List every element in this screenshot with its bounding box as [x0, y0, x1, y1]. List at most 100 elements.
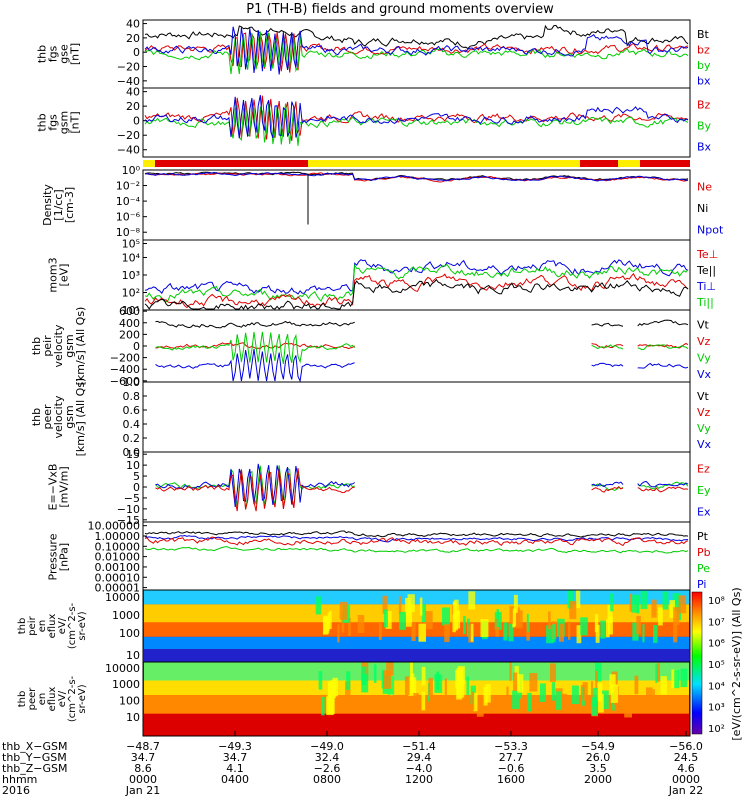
- y-axis-label: en: [37, 620, 48, 633]
- spectrogram-electron-fleck: [509, 662, 512, 681]
- spectrogram-ion-fleck: [651, 599, 657, 618]
- x-tick-label: 1200: [405, 773, 433, 786]
- spectrogram-ion-fleck: [315, 596, 322, 615]
- trace-black: [591, 322, 624, 327]
- x-tick-label: 26.0: [586, 751, 611, 764]
- spectrogram-electron-fleck: [602, 690, 609, 710]
- x-tick-label: −2.6: [314, 762, 341, 775]
- y-tick-label: 0.4: [123, 418, 141, 431]
- y-axis-label: Pressure: [47, 533, 60, 580]
- legend-Pe: Pe: [697, 562, 710, 575]
- y-tick-label: 0.00100: [95, 561, 141, 574]
- spectrogram-electron-fleck: [660, 676, 667, 695]
- mode-bar: [143, 160, 690, 167]
- spectrogram-ion-fleck: [468, 591, 476, 610]
- spectrogram-electron-fleck: [560, 693, 568, 713]
- spectrogram-ion-fleck: [640, 591, 648, 610]
- y-tick-label: 200: [119, 328, 140, 341]
- trace-blue: [155, 349, 355, 383]
- y-axis-label: eflux: [47, 687, 58, 712]
- spectrogram-electron-fleck: [590, 681, 594, 700]
- legend-Bx: Bx: [697, 141, 712, 154]
- y-axis-label: gsm: [63, 405, 76, 428]
- colorbar-tick-label: 10⁶: [708, 639, 725, 650]
- y-axis-label: mom3: [47, 257, 60, 292]
- trace-black: [155, 320, 355, 329]
- legend-Bt: Bt: [697, 28, 710, 41]
- spectrogram-electron-fleck: [332, 677, 338, 697]
- spectrogram-ion-fleck: [444, 624, 450, 643]
- spectrogram-ion-fleck: [466, 618, 470, 637]
- trace-green: [144, 263, 689, 303]
- colorbar-tick-label: 10⁷: [708, 617, 725, 628]
- y-tick-label: 10¹: [122, 304, 140, 317]
- legend-Te⊥: Te⊥: [696, 248, 718, 261]
- panels: 40200−20−40thbfgsgse[nT]Btbzbybx40200−20…: [30, 18, 724, 595]
- y-axis-label: peir: [41, 335, 54, 357]
- spectrogram-electron-fleck: [656, 663, 660, 682]
- spectrogram-ion-fleck: [526, 613, 529, 632]
- y-axis-label: [km/s] (All Qs): [74, 378, 87, 457]
- x-tick-label: 8.6: [134, 762, 152, 775]
- trace-red: [144, 536, 689, 547]
- spectrogram-electron-fleck: [513, 672, 518, 691]
- spectrogram-ion-fleck: [512, 608, 517, 627]
- spectrogram-electron-fleck: [595, 662, 602, 682]
- y-tick-label: 10⁴: [122, 252, 141, 265]
- spectrogram-electron-fleck: [652, 689, 655, 708]
- panel-frame: [142, 521, 691, 593]
- spectrogram-ion-fleck: [357, 615, 365, 634]
- spectrogram-electron-fleck: [421, 666, 426, 686]
- x-row-label: 2016: [2, 784, 30, 797]
- y-axis-label: gsm: [63, 334, 76, 357]
- legend-Vx: Vx: [697, 368, 712, 381]
- spectrogram-ion-fleck: [496, 609, 499, 628]
- y-tick-label: 10: [126, 711, 140, 724]
- spectrogram-ion-fleck: [569, 601, 577, 620]
- x-row-label: thb_Z−GSM: [2, 762, 68, 775]
- y-axis-label: thb: [30, 337, 43, 355]
- spectrogram-ion-fleck: [337, 624, 340, 643]
- spectrogram-electron-band: [144, 713, 689, 736]
- spectrogram-ion-fleck: [399, 611, 406, 630]
- x-tick-label: 0000: [672, 773, 700, 786]
- y-tick-label: 10²: [122, 287, 140, 300]
- panel-8: 10.000001.000000.100000.010000.001000.00…: [47, 520, 711, 595]
- y-axis-label: eV/: [57, 617, 68, 634]
- spectrogram-ion-fleck: [441, 607, 450, 626]
- spectrogram-ion-fleck: [672, 593, 681, 612]
- panel-frame: [142, 381, 691, 453]
- x-tick-label: 4.6: [677, 762, 695, 775]
- x-tick-label: 3.5: [589, 762, 607, 775]
- trace-green: [591, 483, 624, 491]
- spectrogram-electron-fleck: [582, 682, 588, 701]
- spectrogram-ion-fleck: [341, 614, 345, 633]
- spectrogram-ion-fleck: [658, 607, 663, 626]
- y-axis-label: E=−VxB: [47, 464, 60, 511]
- y-tick-label: 0.8: [123, 390, 141, 403]
- colorbar-tick-label: 10⁴: [708, 681, 725, 692]
- y-axis-label: [1/cc]: [52, 189, 65, 220]
- y-axis-label: thb: [36, 113, 49, 131]
- colorbar-tick-label: 10⁵: [708, 660, 725, 671]
- spectrogram-electron-fleck: [610, 684, 619, 703]
- spectrogram-electron-fleck: [539, 683, 546, 702]
- x-tick-label: −0.6: [498, 762, 525, 775]
- y-tick-label: 20: [126, 32, 140, 45]
- y-tick-label: 0: [133, 115, 140, 128]
- colorbar-tick-label: 10⁸: [708, 596, 725, 607]
- x-row-label: thb_Y−GSM: [2, 751, 67, 764]
- spectrogram-ion-fleck: [669, 600, 675, 619]
- y-tick-label: 5: [133, 470, 140, 483]
- spectrogram-electron-fleck: [674, 669, 680, 689]
- x-tick-label: −51.4: [402, 740, 436, 753]
- spectrogram-electron-fleck: [551, 682, 556, 701]
- legend-Ti||: Ti||: [696, 296, 714, 309]
- legend-Bz: Bz: [697, 99, 711, 112]
- y-axis-label: [mV/m]: [58, 466, 71, 507]
- x-tick-label: −49.3: [218, 740, 252, 753]
- legend-bz: bz: [697, 43, 710, 56]
- spectrogram-electron-fleck: [373, 664, 377, 683]
